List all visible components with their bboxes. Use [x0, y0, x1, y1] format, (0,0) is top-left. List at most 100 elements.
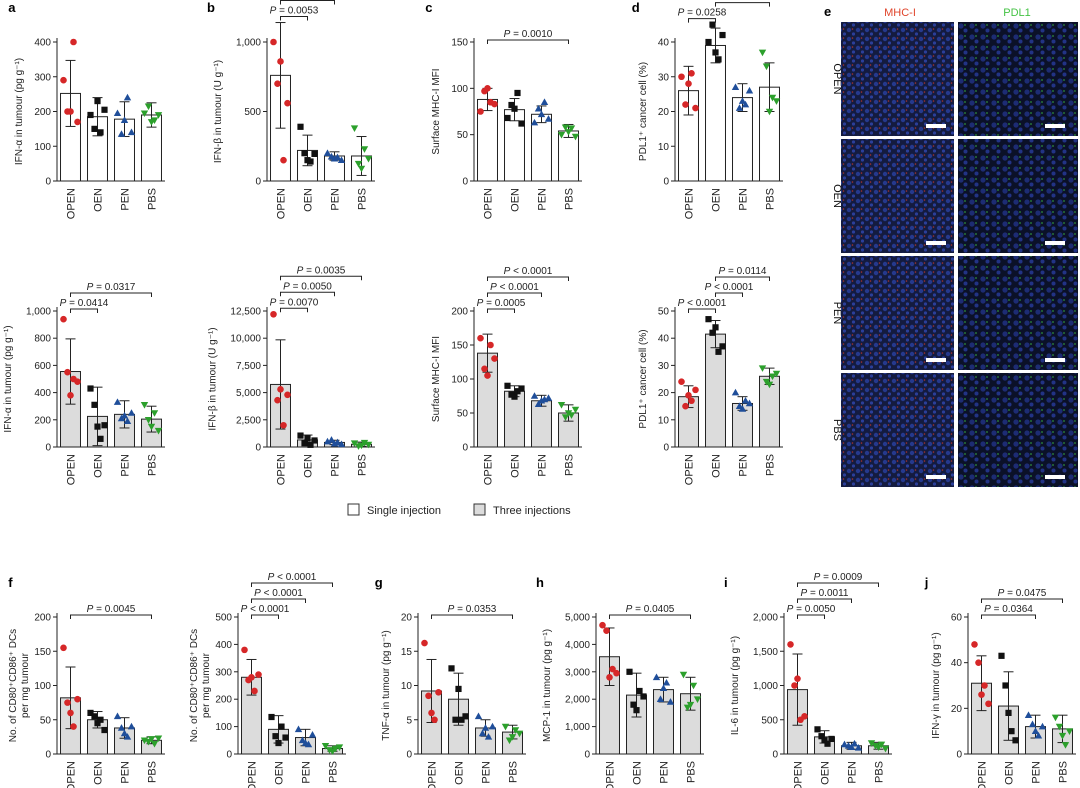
point-open: [70, 38, 77, 46]
p-value-label: P = 0.0009: [814, 572, 863, 583]
point-open: [64, 699, 71, 706]
point-oen: [297, 432, 304, 439]
point-open: [280, 421, 287, 429]
y-tick-label: 0: [462, 443, 468, 454]
point-open: [484, 372, 491, 379]
point-pbs: [350, 125, 359, 132]
point-pbs: [501, 723, 510, 731]
x-category-label: OEN: [93, 454, 105, 478]
significance-bracket: [487, 292, 542, 297]
point-pbs: [144, 103, 153, 111]
scale-bar: [926, 124, 946, 128]
point-pbs: [758, 49, 767, 57]
point-oen: [278, 723, 285, 730]
point-oen: [626, 668, 633, 675]
y-tick-label: 12,500: [230, 307, 261, 318]
y-tick-label: 0: [226, 750, 232, 761]
y-tick-label: 100: [34, 142, 51, 153]
point-pbs: [765, 108, 774, 116]
point-oen: [705, 38, 712, 46]
chart-g: 0 5 10 15 20 TNF-α in tumour (pg g⁻¹) g OPEN OEN…: [375, 575, 526, 788]
panel-label: a: [8, 0, 16, 15]
chart-d-top: 0 10 20 30 40 PDL1⁺ cancer cell (%) d OPEN OEN PE…: [632, 0, 783, 219]
point-open: [477, 108, 484, 115]
y-tick-label: 10: [658, 415, 670, 426]
point-pen: [738, 97, 747, 104]
x-category-label: OEN: [1004, 761, 1016, 785]
point-pbs: [150, 117, 159, 124]
point-pbs: [765, 381, 774, 389]
y-tick-label: 40: [658, 334, 670, 345]
point-open: [985, 700, 992, 708]
y-tick-label: 40: [951, 658, 963, 669]
micrograph-pdl1-pbs: [958, 373, 1078, 487]
point-open: [981, 682, 988, 689]
significance-bracket: [715, 2, 770, 7]
x-category-label: OEN: [303, 188, 315, 212]
point-open: [484, 85, 491, 92]
significance-bracket: [797, 582, 879, 587]
point-pen: [474, 712, 483, 720]
point-pen: [1038, 722, 1047, 730]
y-tick-label: 1,000: [753, 681, 778, 692]
point-pbs: [360, 146, 369, 153]
point-pbs: [350, 440, 359, 447]
point-oen: [504, 382, 511, 389]
point-oen: [448, 665, 455, 672]
y-tick-label: 10: [658, 142, 670, 153]
point-pen: [534, 104, 543, 112]
x-category-label: PEN: [301, 761, 313, 784]
x-category-label: PEN: [330, 188, 342, 211]
p-value-label: P < 0.0001: [678, 298, 727, 309]
point-oen: [636, 687, 643, 695]
point-open: [421, 639, 428, 647]
point-pbs: [564, 410, 573, 417]
p-value-label: P < 0.0001: [268, 572, 317, 583]
y-tick-label: 60: [951, 613, 963, 624]
y-tick-label: 7,500: [236, 361, 261, 372]
point-pbs: [772, 370, 781, 378]
point-pen: [738, 405, 747, 412]
chart-a-bottom: 0 200 400 600 800 1,000 IFN-α in tumour (pg g⁻…: [3, 282, 165, 485]
y-axis-label: IL-6 in tumour (pg g⁻¹): [730, 636, 741, 735]
x-category-label: PEN: [120, 188, 132, 211]
point-open: [274, 396, 281, 404]
point-oen: [452, 716, 459, 723]
y-tick-label: 800: [34, 334, 51, 345]
y-tick-label: 150: [34, 647, 51, 658]
point-pen: [488, 722, 497, 730]
panel-label: g: [375, 575, 383, 590]
point-oen: [87, 709, 94, 716]
y-axis-label: Surface MHC-I MFI: [431, 68, 442, 154]
significance-bracket: [487, 308, 515, 313]
point-open: [241, 646, 248, 654]
x-category-label: OPEN: [483, 188, 495, 219]
point-pen: [294, 725, 303, 733]
p-value-label: P = 0.0353: [448, 604, 497, 615]
y-tick-label: 2,000: [565, 695, 590, 706]
significance-bracket: [280, 307, 308, 313]
x-category-label: OPEN: [605, 761, 617, 788]
chart-c-top: 0 50 100 150 Surface MHC-I MFI c OPEN OEN PEN PBS…: [425, 0, 582, 219]
point-oen: [94, 720, 101, 727]
point-pbs: [140, 110, 149, 118]
point-open: [284, 99, 291, 107]
significance-bracket: [70, 292, 152, 297]
point-oen: [304, 435, 311, 442]
significance-bracket: [715, 292, 743, 297]
y-tick-label: 5,000: [565, 613, 590, 624]
point-open: [67, 392, 74, 399]
x-category-label: OPEN: [276, 188, 288, 219]
chart-b-bottom: 0 2,500 5,000 7,500 10,000 12,500 IFN-β in tum…: [207, 265, 375, 485]
imaging-row-label: PEN: [831, 302, 843, 325]
point-oen: [458, 716, 465, 723]
scale-bar: [926, 241, 946, 245]
significance-bracket: [280, 291, 335, 297]
x-category-label: OPEN: [793, 761, 805, 788]
point-oen: [311, 437, 318, 444]
point-oen: [87, 111, 94, 119]
y-axis-label: IFN-γ in tumour (pg g⁻¹): [931, 632, 942, 738]
point-oen: [630, 701, 637, 708]
point-pen: [741, 100, 750, 108]
